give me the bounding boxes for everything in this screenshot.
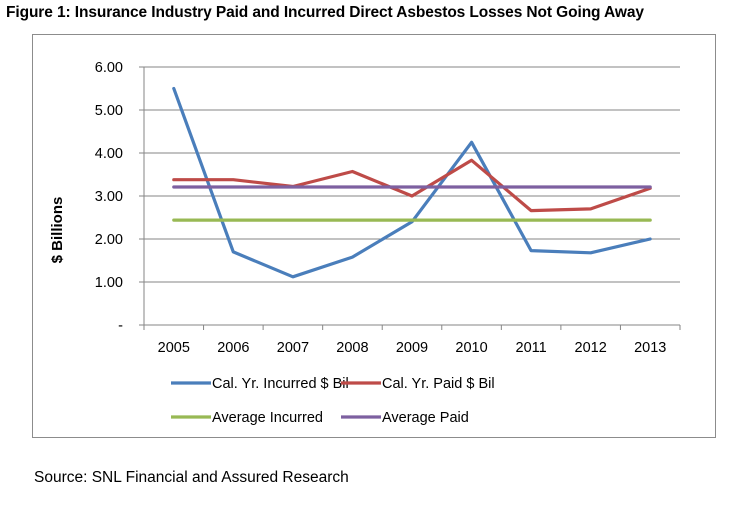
series-lines	[172, 86, 652, 279]
axes: $ Billions - 1.00 2.00 3.00 4.00 5.00 6.00 2005…	[49, 60, 681, 356]
y-tick-label: 4.00	[95, 146, 123, 162]
y-tick-label: 6.00	[95, 60, 123, 76]
source-note: Source: SNL Financial and Assured Resear…	[34, 469, 349, 486]
series-line-incurred	[172, 86, 652, 279]
legend: Cal. Yr. Incurred $ Bil Cal. Yr. Paid $ B…	[171, 376, 495, 426]
legend-label-incurred: Cal. Yr. Incurred $ Bil	[212, 376, 349, 392]
legend-label-paid: Cal. Yr. Paid $ Bil	[382, 376, 495, 392]
y-tick-label: 5.00	[95, 103, 123, 119]
x-tick-label: 2005	[158, 340, 190, 356]
x-tick-label: 2011	[516, 340, 547, 356]
y-tick-label: 3.00	[95, 189, 123, 205]
x-tick-label: 2006	[217, 340, 249, 356]
figure-title: Figure 1: Insurance Industry Paid and In…	[6, 4, 644, 21]
y-axis-title: $ Billions	[49, 197, 66, 264]
chart-frame: $ Billions - 1.00 2.00 3.00 4.00 5.00 6.00 2005…	[32, 34, 716, 438]
legend-label-avg_incurred: Average Incurred	[212, 410, 323, 426]
y-tick-label: 1.00	[95, 275, 123, 291]
series-line-paid	[172, 158, 652, 213]
x-tick-label: 2008	[336, 340, 368, 356]
y-tick-label: 2.00	[95, 232, 123, 248]
x-tick-label: 2010	[455, 340, 487, 356]
legend-label-avg_paid: Average Paid	[382, 410, 469, 426]
x-tick-label: 2009	[396, 340, 428, 356]
x-tick-label: 2013	[634, 340, 666, 356]
x-tick-label: 2012	[575, 340, 607, 356]
y-tick-label: -	[118, 318, 123, 334]
x-tick-label: 2007	[277, 340, 309, 356]
line-chart: $ Billions - 1.00 2.00 3.00 4.00 5.00 6.00 2005…	[49, 60, 681, 426]
